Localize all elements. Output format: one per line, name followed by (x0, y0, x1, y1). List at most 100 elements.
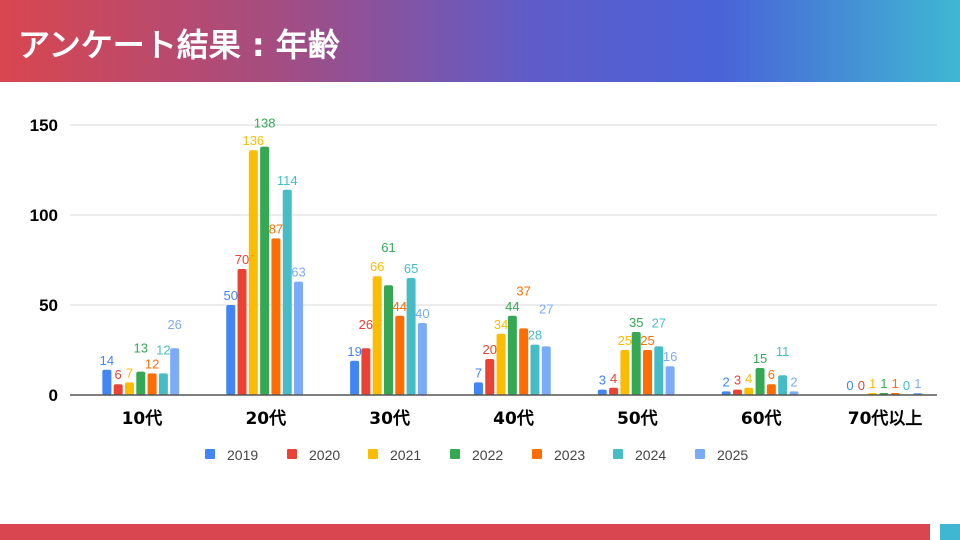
bar-2022 (507, 315, 517, 395)
legend-label: 2023 (554, 447, 585, 463)
bar-2024 (778, 375, 788, 395)
footer-accent (940, 524, 960, 540)
data-label: 4 (745, 371, 752, 386)
bar-2025 (294, 281, 304, 395)
data-label: 44 (393, 299, 407, 314)
bar-2019 (102, 369, 112, 395)
legend-label: 2022 (472, 447, 503, 463)
data-label: 61 (381, 240, 395, 255)
legend-swatch-2023 (532, 449, 542, 459)
y-tick-label: 150 (30, 116, 58, 135)
bar-2024 (406, 278, 416, 395)
y-tick-label: 0 (49, 386, 58, 405)
bar-2020 (361, 348, 371, 395)
x-tick-label: 40代 (493, 408, 534, 429)
data-label: 63 (291, 265, 305, 280)
data-label: 34 (494, 317, 508, 332)
legend-swatch-2025 (695, 449, 705, 459)
x-tick-label: 20代 (245, 408, 286, 429)
data-label: 14 (100, 353, 114, 368)
data-label: 28 (528, 328, 542, 343)
data-label: 12 (156, 342, 170, 357)
bar-2021 (124, 382, 134, 395)
x-tick-label: 60代 (741, 408, 782, 429)
data-label: 25 (618, 333, 632, 348)
bar-2023 (395, 315, 405, 395)
data-label: 40 (415, 306, 429, 321)
data-label: 27 (652, 315, 666, 330)
page-title: アンケート結果 : 年齢 (18, 26, 340, 64)
bar-2021 (620, 350, 630, 395)
x-tick-label: 70代以上 (848, 408, 923, 429)
bar-2023 (643, 350, 653, 395)
data-label: 0 (858, 378, 865, 393)
data-label: 25 (640, 333, 654, 348)
legend-swatch-2021 (368, 449, 378, 459)
legend-swatch-2020 (287, 449, 297, 459)
bar-2023 (147, 373, 157, 395)
bar-2019 (721, 391, 731, 395)
data-label: 26 (359, 317, 373, 332)
data-label: 87 (269, 221, 283, 236)
data-label: 1 (869, 376, 876, 391)
data-label: 35 (629, 315, 643, 330)
data-label: 7 (126, 365, 133, 380)
data-label: 4 (610, 371, 617, 386)
bar-2021 (248, 150, 258, 395)
legend-swatch-2019 (205, 449, 215, 459)
data-label: 70 (235, 252, 249, 267)
data-label: 114 (277, 173, 298, 188)
data-label: 1 (880, 376, 887, 391)
legend-swatch-2022 (450, 449, 460, 459)
data-label: 20 (483, 342, 497, 357)
bar-2019 (473, 382, 483, 395)
data-label: 37 (516, 283, 530, 298)
data-label: 1 (914, 376, 921, 391)
bar-2025 (170, 348, 180, 395)
bar-2025 (665, 366, 675, 395)
bar-2020 (237, 269, 247, 395)
bar-2021 (496, 333, 506, 395)
bar-2019 (226, 305, 236, 395)
data-label: 19 (347, 344, 361, 359)
data-label: 15 (753, 351, 767, 366)
bar-2025 (541, 346, 551, 395)
data-label: 6 (768, 367, 775, 382)
bar-2020 (609, 387, 619, 395)
legend-label: 2019 (227, 447, 258, 463)
data-label: 7 (475, 365, 482, 380)
legend-label: 2024 (635, 447, 666, 463)
bar-2019 (350, 360, 360, 395)
bar-2023 (519, 328, 529, 395)
bar-2022 (136, 371, 146, 395)
x-tick-label: 10代 (122, 408, 163, 429)
bar-2020 (485, 359, 495, 395)
bar-2020 (732, 389, 742, 395)
data-label: 13 (134, 341, 148, 356)
bar-2021 (372, 276, 382, 395)
data-label: 2 (723, 374, 730, 389)
bar-2022 (755, 368, 765, 395)
x-tick-label: 30代 (369, 408, 410, 429)
bar-2023 (271, 238, 281, 395)
data-label: 2 (790, 374, 797, 389)
legend-label: 2025 (717, 447, 748, 463)
bar-2021 (744, 387, 754, 395)
x-tick-label: 50代 (617, 408, 658, 429)
bar-2024 (282, 189, 292, 395)
bar-2024 (158, 373, 168, 395)
data-label: 11 (776, 344, 790, 359)
bar-2023 (766, 384, 776, 395)
legend-label: 2021 (390, 447, 421, 463)
header-banner: アンケート結果 : 年齢 (0, 0, 960, 82)
bar-2025 (417, 323, 427, 395)
bar-2024 (654, 346, 664, 395)
data-label: 3 (734, 373, 741, 388)
y-tick-label: 50 (39, 296, 58, 315)
y-tick-label: 100 (30, 206, 58, 225)
bar-2024 (530, 344, 540, 395)
data-label: 6 (115, 367, 122, 382)
data-label: 1 (892, 376, 899, 391)
data-label: 44 (505, 299, 519, 314)
